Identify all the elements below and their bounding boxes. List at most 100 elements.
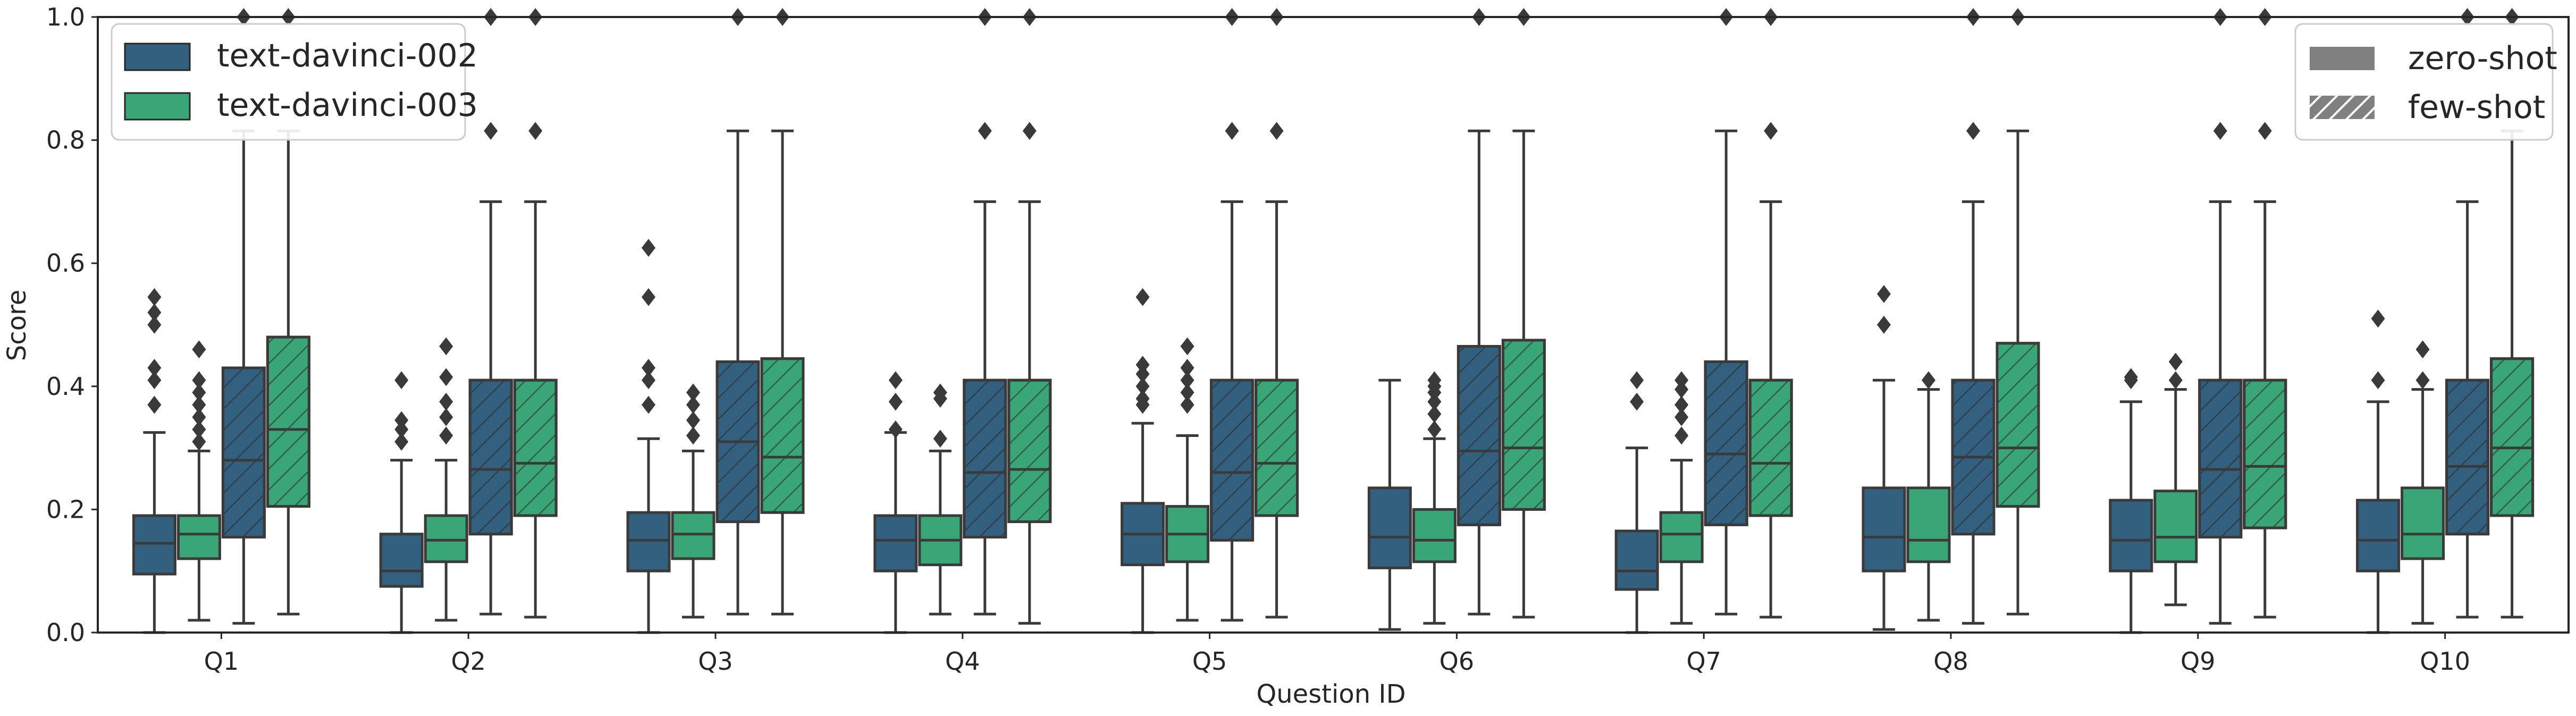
- legend-label-few-shot: few-shot: [2408, 89, 2545, 126]
- box-text-davinci-003-zero-shot-Q9: [2153, 352, 2198, 607]
- outlier-point: [1135, 288, 1150, 306]
- box-text-davinci-002-few-shot-Q2: [468, 8, 513, 616]
- box-text-davinci-002-zero-shot-Q5: [1121, 288, 1165, 634]
- box-hatch: [221, 366, 266, 539]
- box-text-davinci-003-few-shot-Q9: [2243, 8, 2287, 619]
- outlier-point: [1269, 122, 1284, 140]
- x-tick-label: Q9: [2181, 647, 2215, 676]
- y-tick-label: 0.0: [46, 618, 85, 647]
- box-text-davinci-003-zero-shot-Q10: [2401, 340, 2445, 625]
- box-body: [1862, 486, 1906, 572]
- box-text-davinci-002-few-shot-Q5: [1210, 8, 1255, 622]
- outlier-point: [1427, 371, 1442, 390]
- box-hatch: [1210, 378, 1255, 542]
- box-hatch: [266, 335, 310, 508]
- outlier-point: [1877, 316, 1891, 334]
- outlier-point: [1674, 371, 1689, 390]
- outlier-point: [1427, 420, 1442, 439]
- outlier-point: [1022, 122, 1037, 140]
- outlier-point: [1674, 426, 1689, 445]
- outlier-point: [2124, 368, 2138, 386]
- outlier-point: [2168, 352, 2183, 371]
- x-tick-label: Q10: [2420, 647, 2470, 676]
- box-body: [1367, 486, 1412, 569]
- outlier-point: [394, 433, 409, 451]
- box-text-davinci-003-few-shot-Q3: [760, 8, 805, 616]
- y-tick-label: 0.4: [46, 372, 85, 401]
- box-text-davinci-002-few-shot-Q1: [221, 8, 266, 625]
- outlier-point: [147, 303, 162, 322]
- box-text-davinci-002-zero-shot-Q8: [1862, 285, 1906, 631]
- box-text-davinci-002-zero-shot-Q1: [132, 288, 176, 634]
- box-hatch: [2243, 378, 2287, 529]
- box-text-davinci-002-zero-shot-Q9: [2109, 368, 2153, 634]
- box-text-davinci-002-zero-shot-Q4: [873, 371, 918, 634]
- box-body: [424, 514, 468, 563]
- outlier-point: [439, 368, 453, 386]
- box-text-davinci-003-zero-shot-Q7: [1659, 371, 1704, 625]
- outlier-point: [2371, 309, 2385, 328]
- outlier-point: [1674, 380, 1689, 399]
- box-text-davinci-003-few-shot-Q10: [2490, 8, 2535, 619]
- box-hatch: [1007, 378, 1052, 524]
- box-text-davinci-002-zero-shot-Q3: [626, 239, 671, 634]
- outlier-point: [484, 122, 498, 140]
- outlier-point: [394, 411, 409, 429]
- box-hatch: [1501, 339, 1546, 511]
- box-text-davinci-003-few-shot-Q8: [1996, 8, 2040, 616]
- box-text-davinci-003-few-shot-Q7: [1748, 8, 1793, 619]
- box-hatch: [468, 378, 513, 536]
- x-tick-label: Q6: [1439, 647, 1474, 676]
- box-body: [626, 511, 671, 572]
- y-tick-label: 0.8: [46, 126, 85, 155]
- box-hatch: [2445, 378, 2490, 536]
- outlier-point: [642, 395, 655, 414]
- outlier-point: [192, 408, 206, 426]
- outlier-point: [2371, 371, 2385, 390]
- box-text-davinci-003-few-shot-Q5: [1255, 8, 1299, 619]
- x-tick-label: Q4: [945, 647, 980, 676]
- box-body: [2153, 490, 2198, 563]
- box-hatch: [1704, 360, 1748, 526]
- x-tick-label: Q7: [1686, 647, 1721, 676]
- outlier-point: [1135, 390, 1150, 408]
- outlier-point: [394, 420, 409, 439]
- outlier-point: [642, 359, 655, 377]
- x-tick-label: Q5: [1192, 647, 1227, 676]
- outlier-point: [147, 288, 162, 306]
- legend-swatch-davinci-003: [124, 92, 191, 121]
- box-text-davinci-002-few-shot-Q8: [1951, 8, 1996, 625]
- box-text-davinci-002-zero-shot-Q7: [1614, 371, 1659, 634]
- y-axis-label: Score: [2, 290, 32, 361]
- box-body: [873, 514, 918, 572]
- outlier-point: [888, 371, 903, 390]
- outlier-point: [394, 371, 409, 390]
- box-body: [132, 514, 176, 576]
- outlier-point: [642, 288, 655, 306]
- box-body: [1614, 529, 1659, 591]
- outlier-point: [1180, 395, 1194, 414]
- outlier-point: [978, 122, 992, 140]
- outlier-point: [2168, 371, 2183, 390]
- outlier-point: [1180, 371, 1194, 390]
- box-text-davinci-002-few-shot-Q10: [2445, 8, 2490, 619]
- x-axis-ticks: Q1 Q2 Q3 Q4 Q5 Q6 Q7 Q8 Q9 Q10: [204, 633, 2470, 676]
- box-body: [1906, 486, 1951, 563]
- box-hatch: [2198, 378, 2243, 539]
- outlier-point: [642, 239, 655, 257]
- y-axis-ticks: 0.0 0.2 0.4 0.6 0.8 1.0: [46, 3, 98, 647]
- box-text-davinci-003-zero-shot-Q4: [918, 383, 963, 616]
- box-hatch: [513, 378, 558, 517]
- x-tick-label: Q3: [698, 647, 733, 676]
- outlier-point: [686, 411, 700, 429]
- box-text-davinci-003-zero-shot-Q8: [1906, 371, 1951, 622]
- model-legend: text-davinci-002 text-davinci-003: [111, 23, 478, 141]
- outlier-point: [686, 426, 700, 445]
- outlier-point: [1966, 122, 1980, 140]
- outlier-point: [1135, 356, 1150, 374]
- y-tick-label: 1.0: [46, 3, 85, 31]
- outlier-point: [1674, 395, 1689, 414]
- outlier-point: [1225, 122, 1239, 140]
- y-tick-label: 0.6: [46, 249, 85, 277]
- outlier-point: [147, 359, 162, 377]
